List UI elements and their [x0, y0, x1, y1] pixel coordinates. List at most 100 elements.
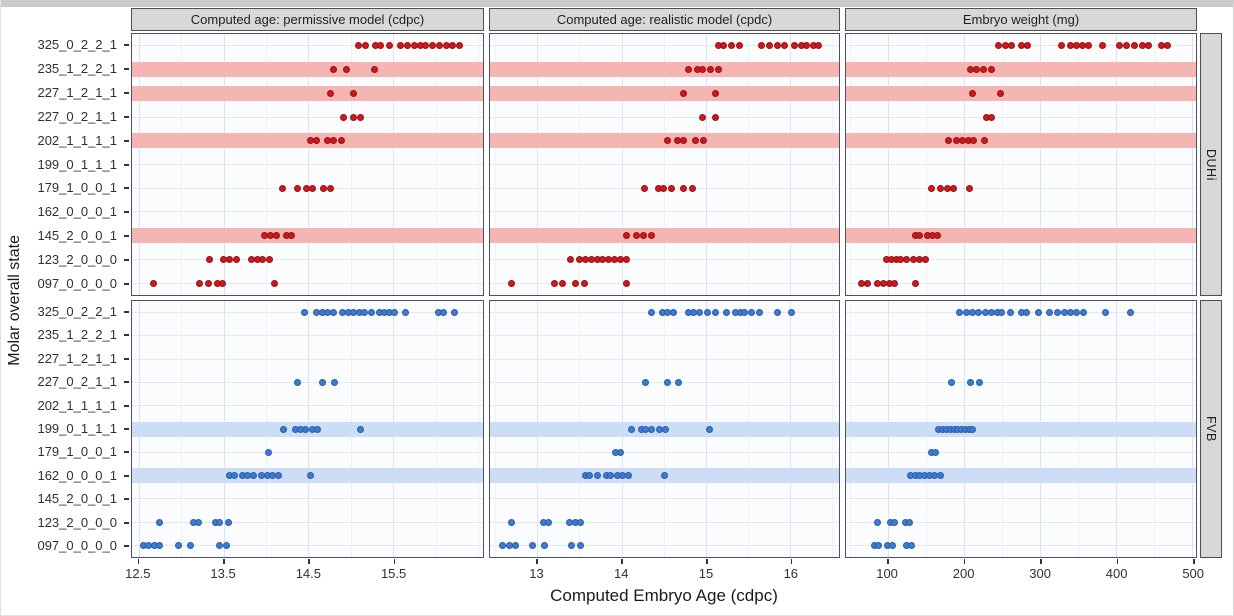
y-axis-tick-label: 325_0_2_2_1 [37, 303, 117, 319]
highlight-band [132, 228, 483, 244]
y-axis-tick-label: 199_0_1_1_1 [37, 156, 117, 172]
gridline-vertical [832, 34, 834, 295]
data-point [568, 541, 576, 549]
data-point [617, 448, 625, 456]
y-axis-tick-mark [124, 139, 129, 142]
y-axis-tick-mark [124, 115, 129, 118]
data-point [511, 541, 519, 549]
data-point [788, 309, 796, 317]
y-axis-tick-label: 097_0_0_0_0 [37, 276, 117, 292]
data-point [968, 89, 976, 97]
y-axis-tick-mark [124, 43, 129, 46]
strip-title: Embryo weight (mg) [962, 12, 1080, 27]
data-point [863, 279, 871, 287]
data-point [803, 42, 811, 50]
y-axis-tick-mark [124, 91, 129, 94]
data-point [1122, 42, 1130, 50]
data-point [685, 66, 693, 74]
data-point [955, 309, 963, 317]
data-point [1164, 42, 1172, 50]
data-point [1006, 309, 1014, 317]
data-point [360, 309, 368, 317]
strip-title: Computed age: realistic model (cpdc) [556, 12, 773, 27]
data-point [968, 425, 976, 433]
data-point [712, 309, 720, 317]
data-point [326, 89, 334, 97]
data-point [623, 232, 631, 240]
gridline-vertical [705, 34, 707, 295]
y-axis-tick-mark [124, 283, 129, 286]
data-point [337, 137, 345, 145]
y-axis-tick-mark [124, 451, 129, 454]
x-axis-tick-mark [706, 559, 708, 564]
data-point [711, 89, 719, 97]
data-point [339, 113, 347, 121]
gridline-horizontal [132, 381, 483, 383]
panel-duhi-realistic [489, 33, 840, 296]
gridline-horizontal [132, 116, 483, 118]
data-point [1022, 309, 1030, 317]
data-point [624, 472, 632, 480]
data-point [272, 232, 280, 240]
data-point [891, 518, 899, 526]
data-point [661, 425, 669, 433]
data-point [747, 309, 755, 317]
data-point [998, 309, 1006, 317]
data-point [370, 66, 378, 74]
data-point [226, 255, 233, 263]
data-point [155, 518, 163, 526]
gridline-horizontal [132, 211, 483, 213]
x-axis-tick-label: 500 [1182, 566, 1205, 581]
highlight-band [846, 62, 1196, 78]
data-point [270, 279, 278, 287]
data-point [448, 42, 456, 50]
data-point [343, 66, 350, 74]
gridline-horizontal [132, 358, 483, 360]
x-axis-tick-label: 15 [698, 566, 714, 581]
data-point [404, 42, 412, 50]
x-axis-realistic: 13 14 15 16 [489, 559, 840, 585]
data-point [647, 425, 655, 433]
window-top-edge [1, 0, 1233, 7]
data-point [1101, 309, 1109, 317]
y-axis-tick-label: 235_1_2_2_1 [37, 327, 117, 343]
gridline-vertical [925, 34, 927, 295]
data-point [222, 541, 230, 549]
gridline-horizontal [846, 451, 1196, 453]
data-point [773, 42, 781, 50]
data-point [1046, 309, 1054, 317]
gridline-horizontal [846, 521, 1196, 523]
data-point [1145, 42, 1153, 50]
data-point [507, 518, 515, 526]
data-point [714, 66, 722, 74]
data-point [330, 66, 338, 74]
y-axis-tick-mark [124, 357, 129, 360]
data-point [967, 378, 975, 386]
data-point [594, 472, 602, 480]
gridline-vertical [963, 34, 965, 295]
data-point [265, 255, 273, 263]
data-point [1098, 42, 1106, 50]
facet-strip-fvb: FVB [1200, 300, 1222, 558]
gridline-vertical [308, 34, 310, 295]
facet-label: FVB [1204, 416, 1218, 442]
x-axis-tick-mark [393, 559, 396, 564]
y-axis-tick-label: 162_0_0_0_1 [37, 204, 117, 220]
data-point [576, 518, 584, 526]
data-point [906, 518, 914, 526]
y-axis-tick-label: 227_1_2_1_1 [37, 84, 117, 100]
data-point [194, 518, 202, 526]
y-axis-tick-mark [124, 428, 129, 430]
data-point [580, 279, 588, 287]
data-point [376, 42, 384, 50]
data-point [757, 42, 765, 50]
y-axis-tick-mark [124, 187, 129, 190]
data-point [349, 113, 357, 121]
data-point [231, 472, 239, 480]
gridline-vertical [537, 34, 539, 295]
data-point [1057, 42, 1065, 50]
data-point [571, 279, 579, 287]
gridline-horizontal [846, 358, 1196, 360]
data-point [873, 518, 881, 526]
y-axis-tick-label: 123_2_0_0_0 [37, 514, 117, 530]
